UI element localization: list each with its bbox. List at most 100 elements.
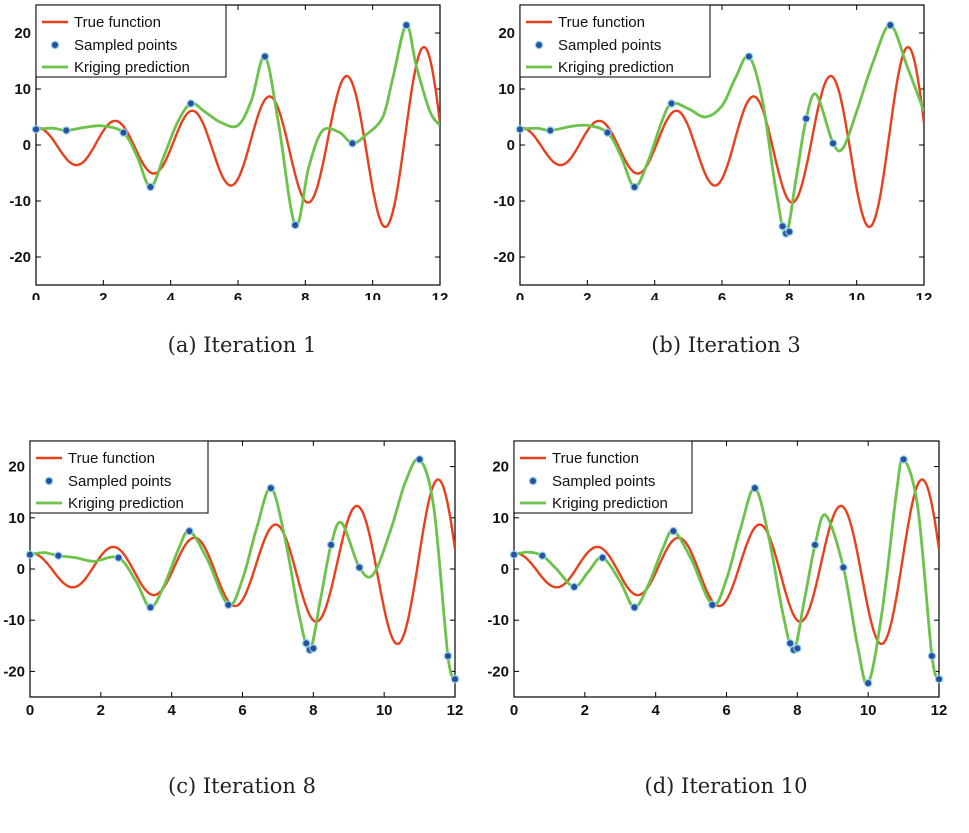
y-tick-label: -10 [493,193,515,210]
legend-swatch-points [44,476,54,486]
sample-point [224,600,233,610]
sample-point [31,125,41,134]
x-tick-label: 12 [447,702,464,719]
sample-point [744,52,754,61]
legend-label: True function [558,14,645,31]
legend-label: True function [552,450,639,467]
y-tick-label: 0 [17,561,25,578]
sample-point [291,220,300,230]
y-tick-label: 0 [501,561,509,578]
x-tick-label: 6 [234,290,242,300]
sample-point [570,582,579,592]
sample-point [119,128,128,137]
x-tick-label: 4 [166,290,175,300]
chart-iteration-1: 0 2 4 6 8 10 12 20 10 0 -10 -20 True function Sampled… [9,4,449,300]
sample-point [793,644,802,653]
chart-iteration-10: 0 2 4 6 8 10 12 20 10 0 -10 -20 True function Sampled… [487,440,948,719]
x-tick-label: 2 [581,702,589,719]
legend-swatch-points [534,40,544,50]
x-tick-label: 10 [848,290,865,300]
sample-point [114,553,123,562]
chart-iteration-8: 0 2 4 6 8 10 12 20 10 0 -10 -20 True function Sampled… [3,440,464,719]
sample-point [785,227,794,236]
sample-point [630,182,639,192]
x-tick-label: 4 [651,702,660,719]
sample-point [810,540,820,550]
sample-point [886,20,895,30]
x-tick-label: 12 [931,702,948,719]
sample-point [546,126,555,135]
sample-point [186,99,196,108]
legend-label: Kriging prediction [558,59,674,76]
sample-point [326,540,336,550]
legend-label: Sampled points [558,37,661,54]
true-function-line [520,45,924,229]
chart-iteration-3: 0 2 4 6 8 10 12 20 10 0 -10 -20 True function Sampled… [493,4,933,300]
x-tick-label: 2 [583,290,591,300]
x-tick-label: 0 [510,702,518,719]
legend-label: Sampled points [68,473,171,490]
x-tick-label: 8 [309,702,317,719]
legend-label: Kriging prediction [552,495,668,512]
x-tick-label: 2 [97,702,105,719]
legend-label: Kriging prediction [74,59,190,76]
legend-label: Sampled points [74,37,177,54]
y-tick-label: 20 [8,459,25,476]
y-tick-label: 10 [492,510,509,527]
sample-point [708,600,717,610]
caption-iteration-10: (d) Iteration 10 [644,774,808,798]
panel-iteration-10: 0 2 4 6 8 10 12 20 10 0 -10 -20 True function Sampled… [484,416,968,832]
x-tick-label: 4 [167,702,176,719]
sample-point [630,603,639,612]
sample-point [509,550,519,559]
x-tick-label: 12 [916,290,933,300]
legend-label: True function [68,450,155,467]
x-tick-label: 6 [238,702,246,719]
sample-point [260,52,270,61]
x-tick-label: 0 [32,290,40,300]
caption-iteration-1: (a) Iteration 1 [167,333,317,357]
legend-box [35,4,227,78]
sample-point [302,639,311,648]
y-tick-label: 0 [507,137,515,154]
y-tick-label: 10 [498,81,515,98]
sample-point [25,550,35,559]
legend-label: Sampled points [552,473,655,490]
x-tick-label: 0 [26,702,34,719]
x-tick-label: 12 [432,290,449,300]
sample-point [450,674,460,684]
y-tick-label: -20 [3,663,25,680]
sample-point [355,563,364,572]
y-tick-label: -10 [3,612,25,629]
y-tick-label: 0 [23,137,31,154]
sample-point [538,551,547,560]
kriging-prediction-line [36,23,440,227]
kriging-prediction-line [520,23,924,235]
y-tick-label: 10 [14,81,31,98]
sample-point [515,125,525,134]
sample-point [309,644,318,653]
sample-point [266,483,276,493]
sample-point [828,139,838,148]
y-tick-label: -10 [9,193,31,210]
sample-point [348,139,357,148]
legend-box [519,4,711,78]
caption-iteration-3: (b) Iteration 3 [651,333,801,357]
x-tick-label: 8 [301,290,309,300]
true-function-line [30,478,455,646]
y-tick-label: -10 [487,612,509,629]
panel-iteration-8: 0 2 4 6 8 10 12 20 10 0 -10 -20 True function Sampled… [0,416,484,832]
sample-point [669,526,678,536]
legend-swatch-points [50,40,60,50]
sample-point [402,20,411,30]
sample-point [185,526,194,536]
sample-point [927,651,937,661]
y-tick-label: -20 [9,249,31,266]
y-tick-label: 20 [492,459,509,476]
y-tick-label: 10 [8,510,25,527]
sample-point [863,678,873,688]
legend-label: True function [74,14,161,31]
sample-point [598,553,607,562]
true-function-line [514,478,939,646]
y-tick-label: -20 [487,663,509,680]
